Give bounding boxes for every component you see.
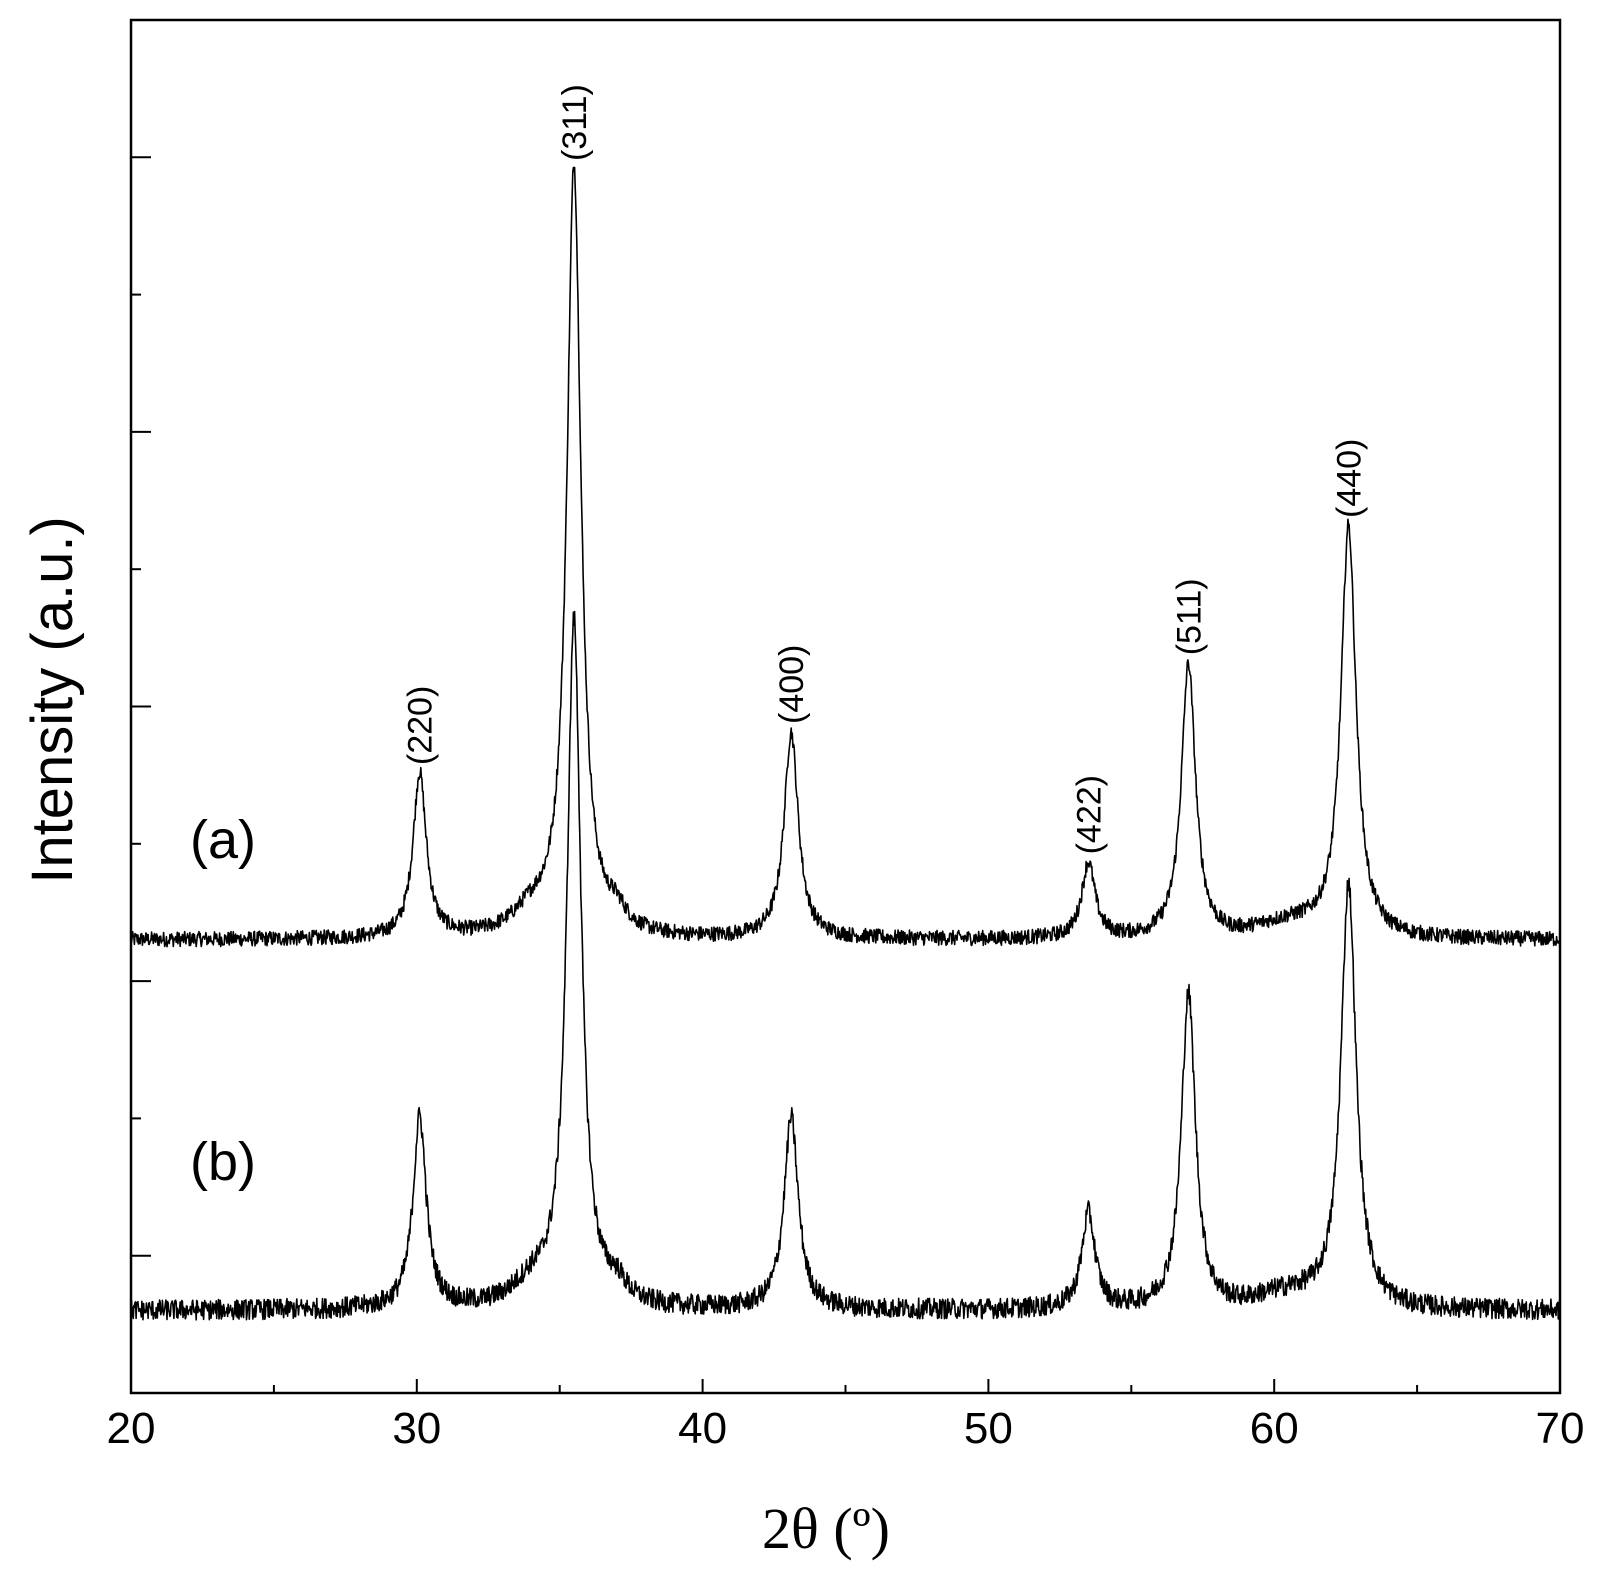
x-axis-title: 2θ (º)	[762, 1496, 890, 1561]
series-label-a: (a)	[190, 810, 256, 870]
x-tick-label: 70	[1536, 1404, 1585, 1453]
series-traces	[130, 166, 1561, 1321]
peak-label: (400)	[773, 645, 811, 724]
axes: 20 30 40 50 60 70	[107, 18, 1585, 1453]
series-trace-b	[130, 610, 1561, 1321]
series-trace-a	[130, 166, 1561, 948]
peak-labels: (220) (311) (400) (422) (511) (440)	[402, 84, 1369, 854]
x-tick-label: 30	[392, 1404, 441, 1453]
series-labels: (a) (b)	[190, 810, 256, 1192]
peak-label: (440)	[1331, 439, 1369, 518]
peak-label: (422)	[1070, 775, 1108, 854]
series-label-b: (b)	[190, 1132, 256, 1192]
x-tick-label: 40	[678, 1404, 727, 1453]
y-axis-title: Intensity (a.u.)	[20, 516, 85, 883]
x-tick-label: 60	[1250, 1404, 1299, 1453]
peak-label: (311)	[556, 84, 594, 161]
plot-frame	[129, 18, 1562, 1395]
peak-label: (220)	[402, 686, 440, 765]
peak-label: (511)	[1171, 578, 1209, 655]
x-tick-label: 50	[964, 1404, 1013, 1453]
x-tick-label: 20	[107, 1404, 156, 1453]
